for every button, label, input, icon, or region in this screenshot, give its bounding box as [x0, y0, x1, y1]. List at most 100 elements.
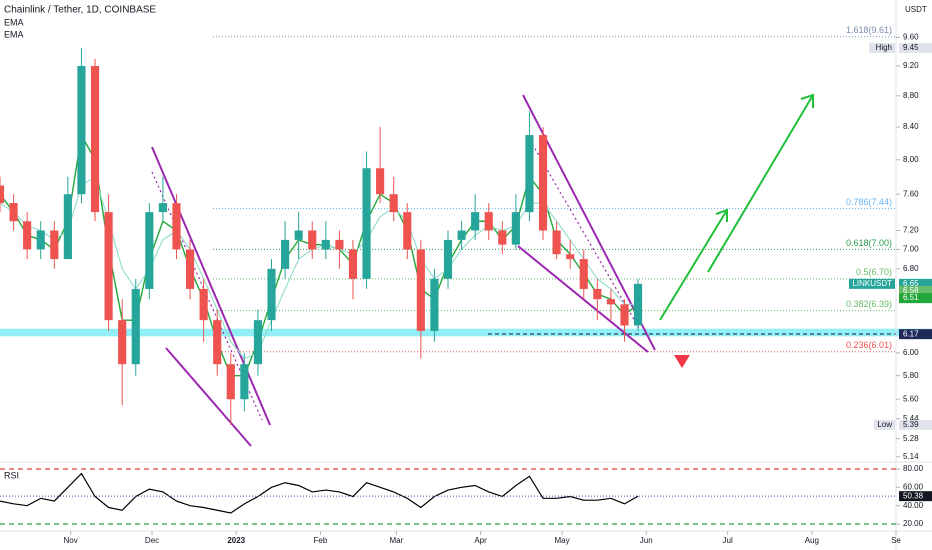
candle-body [362, 168, 371, 279]
badge-tag-label: Low [877, 420, 892, 429]
y-tick-label: 5.14 [903, 452, 919, 461]
candle-body [321, 239, 330, 250]
badge-value: 6.65 [903, 279, 919, 288]
arrow [707, 94, 814, 273]
candle-body [457, 230, 466, 240]
candle-body [23, 221, 32, 250]
drawing-layer [0, 36, 932, 353]
x-tick-label: Aug [805, 536, 819, 545]
candle-body [430, 278, 439, 331]
candle-body [403, 212, 412, 250]
y-tick-label: 5.60 [903, 394, 919, 403]
channel-mid [529, 139, 641, 331]
candle-body [267, 268, 276, 321]
price-badge [899, 42, 932, 53]
candle-body [104, 212, 113, 321]
y-tick-label: 9.20 [903, 61, 919, 70]
x-tick-label: Jul [723, 536, 733, 545]
candle-body [131, 288, 140, 365]
y-tick-label: 6.00 [903, 348, 919, 357]
fib-label: 0.236(6.01) [846, 340, 892, 350]
rsi-line [0, 472, 639, 514]
y-tick-label: 8.40 [903, 122, 919, 131]
candle-body [213, 320, 222, 365]
legend-item: EMA [4, 29, 24, 39]
rsi-tick-label: 80.00 [903, 464, 924, 473]
candle-body [511, 212, 520, 245]
x-tick-label: Feb [313, 536, 327, 545]
candle-body [172, 203, 181, 250]
candle-body [226, 364, 235, 400]
candle-body [471, 212, 480, 231]
price-badge [899, 293, 932, 304]
x-tick-label: Mar [390, 536, 404, 545]
x-tick-label: 2023 [227, 536, 245, 545]
channel-line [517, 245, 649, 353]
x-tick-label: Dec [145, 536, 159, 545]
y-tick-label: 5.44 [903, 414, 919, 423]
badge-value: 9.45 [903, 43, 919, 52]
rsi-badge [899, 491, 932, 502]
candle-body [443, 239, 453, 279]
badge-value: 5.39 [903, 420, 919, 429]
candle-body [50, 230, 59, 260]
candle-body [389, 194, 398, 213]
candle-body [294, 230, 303, 240]
channel-line [165, 347, 252, 447]
candle-body [158, 203, 167, 213]
candle-body [633, 283, 643, 326]
fib-label: 1.618(9.61) [846, 25, 892, 35]
rsi-tick-label: 60.00 [903, 482, 924, 491]
candle-body [308, 230, 317, 250]
y-tick-label: 8.00 [903, 155, 919, 164]
candle-body [77, 65, 86, 195]
support-zone [0, 328, 932, 337]
candle-body [9, 203, 18, 222]
badge-tag [874, 419, 895, 430]
x-tick-label: Se [891, 536, 901, 545]
candle-body [498, 230, 507, 245]
candle-body [593, 288, 602, 300]
arrow-head [715, 208, 728, 222]
badge-tag-label: LINKUSDT [852, 279, 892, 288]
rsi-tick-label: 20.00 [903, 519, 924, 528]
fib-label: 0.618(7.00) [846, 238, 892, 248]
candle-body [253, 320, 263, 365]
badge-tag [849, 278, 895, 289]
candle-body [335, 239, 344, 250]
channel-line [151, 146, 271, 426]
arrow [659, 209, 728, 321]
y-tick-label: 7.20 [903, 226, 919, 235]
candle-body [525, 135, 534, 213]
down-marker [674, 355, 690, 368]
y-tick-label: 9.60 [903, 33, 919, 42]
legend-item: EMA [4, 17, 24, 27]
y-tick-label: 7.00 [903, 245, 919, 254]
candle-body [620, 304, 629, 326]
price-badge [899, 329, 932, 340]
candle-body [36, 230, 45, 250]
arrow-head [800, 93, 814, 108]
candle-body [566, 254, 575, 260]
badge-value: 6.51 [903, 293, 919, 302]
candle-body [0, 185, 5, 204]
candle-body [240, 364, 249, 400]
candle-body [63, 194, 72, 260]
badge-tag-label: High [876, 43, 892, 52]
y-tick-label: 5.80 [903, 371, 919, 380]
fib-label: 0.786(7.44) [846, 197, 892, 207]
candle-body [376, 168, 385, 195]
candle-body [185, 249, 195, 289]
price-badge [899, 419, 932, 430]
candle-body [348, 249, 358, 279]
y-tick-label: 6.80 [903, 264, 919, 273]
rsi-tick-label: 40.00 [903, 501, 924, 510]
fib-label: 0.5(6.70) [856, 267, 892, 277]
candle-body [118, 320, 127, 365]
y-tick-label: 8.80 [903, 91, 919, 100]
x-tick-label: Nov [63, 536, 77, 545]
x-tick-label: Apr [474, 536, 487, 545]
rsi-badge-label: 50.38 [903, 491, 924, 500]
